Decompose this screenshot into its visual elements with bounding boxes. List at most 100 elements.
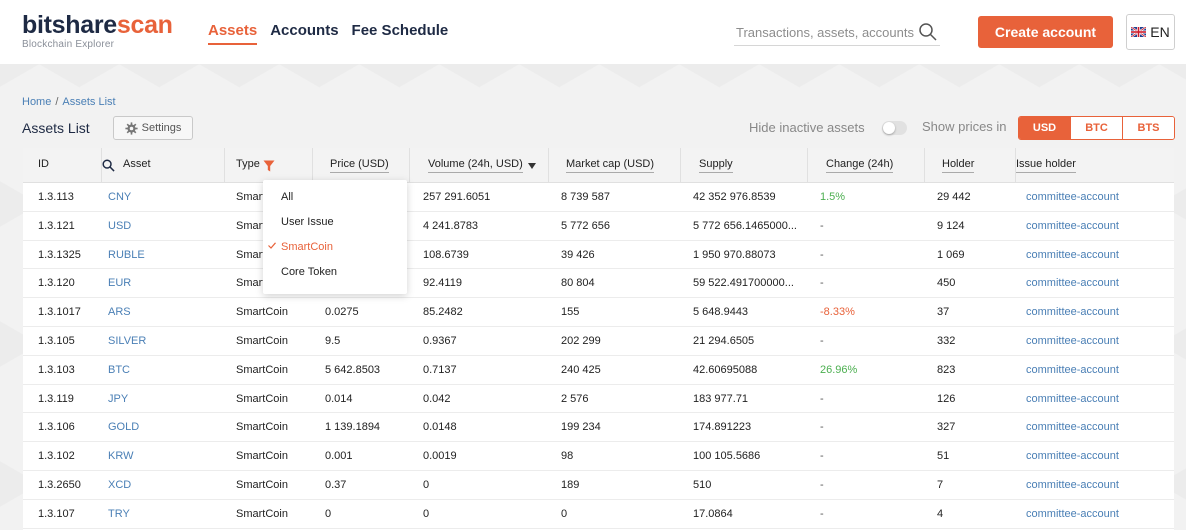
cell-issue-holder[interactable]: committee-account bbox=[1026, 392, 1119, 405]
cell-issue-holder[interactable]: committee-account bbox=[1026, 248, 1119, 261]
cell-asset[interactable]: KRW bbox=[108, 450, 134, 463]
cell-supply: 21 294.6505 bbox=[693, 334, 755, 347]
caret-down-icon[interactable] bbox=[527, 162, 536, 169]
assets-table: ID Asset Type Price (USD) Volume (24h, U… bbox=[23, 148, 1174, 530]
nav-assets[interactable]: Assets bbox=[208, 22, 258, 45]
currency-bts-button[interactable]: BTS bbox=[1122, 117, 1174, 139]
table-row[interactable]: 1.3.105 SILVER SmartCoin 9.5 0.9367 202 299 21… bbox=[23, 327, 1174, 356]
cell-change: 1.5% bbox=[820, 191, 846, 203]
filter-option-smartcoin[interactable]: SmartCoin bbox=[263, 234, 407, 259]
filter-option-all[interactable]: All bbox=[263, 184, 407, 209]
cell-issue-holder[interactable]: committee-account bbox=[1026, 478, 1119, 491]
cell-asset[interactable]: JPY bbox=[108, 392, 129, 405]
cell-issue-holder[interactable]: committee-account bbox=[1026, 507, 1119, 520]
table-header-row: ID Asset Type Price (USD) Volume (24h, U… bbox=[23, 148, 1174, 183]
cell-volume: 0.042 bbox=[423, 392, 451, 405]
cell-issue-holder[interactable]: committee-account bbox=[1026, 306, 1119, 319]
filter-icon[interactable] bbox=[263, 160, 275, 172]
cell-issue-holder[interactable]: committee-account bbox=[1026, 421, 1119, 434]
col-volume-label: Volume (24h, USD) bbox=[428, 158, 523, 173]
table-row[interactable]: 1.3.119 JPY SmartCoin 0.014 0.042 2 576 183 97… bbox=[23, 385, 1174, 414]
currency-btc-button[interactable]: BTC bbox=[1070, 117, 1122, 139]
filter-option-user-issue[interactable]: User Issue bbox=[263, 209, 407, 234]
cell-issue-holder[interactable]: committee-account bbox=[1026, 277, 1119, 290]
cell-asset[interactable]: SILVER bbox=[108, 334, 147, 347]
cell-asset[interactable]: EUR bbox=[108, 277, 132, 290]
cell-volume: 0.7137 bbox=[423, 363, 457, 376]
cell-asset[interactable]: GOLD bbox=[108, 421, 140, 434]
cell-asset[interactable]: ARS bbox=[108, 306, 131, 319]
table-row[interactable]: 1.3.1017 ARS SmartCoin 0.0275 85.2482 155 5 64… bbox=[23, 298, 1174, 327]
col-issue-holder-label: Issue holder bbox=[1016, 158, 1076, 173]
cell-supply: 5 648.9443 bbox=[693, 306, 749, 319]
create-account-button[interactable]: Create account bbox=[978, 16, 1113, 48]
cell-type: SmartCoin bbox=[236, 478, 288, 491]
settings-label: Settings bbox=[141, 122, 182, 134]
table-row[interactable]: 1.3.102 KRW SmartCoin 0.001 0.0019 98 100 105.… bbox=[23, 442, 1174, 471]
cell-holder: 823 bbox=[937, 363, 956, 376]
cell-change: - bbox=[820, 219, 824, 232]
filter-option-core-token[interactable]: Core Token bbox=[263, 259, 407, 284]
cell-asset[interactable]: XCD bbox=[108, 478, 132, 491]
table-row[interactable]: 1.3.1325 RUBLE SmartCoin 108.6739 39 426 1 95… bbox=[23, 241, 1174, 270]
table-row[interactable]: 1.3.107 TRY SmartCoin 0 0 0 17.0864 - 4 committee… bbox=[23, 500, 1174, 529]
cell-issue-holder[interactable]: committee-account bbox=[1026, 219, 1119, 232]
col-type[interactable]: Type bbox=[225, 148, 313, 183]
language-selector[interactable]: EN bbox=[1126, 14, 1175, 50]
search-box bbox=[734, 20, 940, 46]
table-row[interactable]: 1.3.120 EUR SmartCoin 92.4119 80 804 59 522.4… bbox=[23, 269, 1174, 299]
col-change[interactable]: Change (24h) bbox=[808, 148, 925, 183]
cell-asset[interactable]: CNY bbox=[108, 191, 132, 203]
cell-issue-holder[interactable]: committee-account bbox=[1026, 363, 1119, 376]
cell-asset[interactable]: TRY bbox=[108, 507, 130, 520]
table-row[interactable]: 1.3.121 USD SmartCoin 4 241.8783 5 772 656 5 … bbox=[23, 212, 1174, 241]
table-row[interactable]: 1.3.103 BTC SmartCoin 5 642.8503 0.7137 240 4… bbox=[23, 356, 1174, 385]
col-asset[interactable]: Asset bbox=[102, 148, 225, 183]
cell-asset[interactable]: USD bbox=[108, 219, 132, 232]
cell-asset[interactable]: RUBLE bbox=[108, 248, 145, 261]
magnifier-icon[interactable] bbox=[102, 159, 115, 172]
cell-supply: 42.60695088 bbox=[693, 363, 758, 376]
cell-id: 1.3.1017 bbox=[38, 306, 81, 319]
cell-change: - bbox=[820, 507, 824, 520]
breadcrumb-current[interactable]: Assets List bbox=[62, 96, 116, 108]
cell-price: 5 642.8503 bbox=[325, 363, 381, 376]
cell-holder: 126 bbox=[937, 392, 956, 405]
col-volume[interactable]: Volume (24h, USD) bbox=[410, 148, 549, 183]
settings-button[interactable]: Settings bbox=[113, 116, 193, 140]
col-issue-holder[interactable]: Issue holder bbox=[1016, 148, 1174, 183]
logo[interactable]: bitsharescan Blockchain Explorer bbox=[22, 12, 173, 50]
cell-price: 0.001 bbox=[325, 450, 353, 463]
table-row[interactable]: 1.3.113 CNY SmartCoin 257 291.6051 8 739 587… bbox=[23, 183, 1174, 212]
cell-market-cap: 2 576 bbox=[561, 392, 589, 405]
filter-option-label: Core Token bbox=[281, 265, 338, 278]
hide-inactive-toggle[interactable] bbox=[882, 121, 907, 135]
cell-change: - bbox=[820, 478, 824, 491]
cell-issue-holder[interactable]: committee-account bbox=[1026, 334, 1119, 347]
main-nav: Assets Accounts Fee Schedule bbox=[208, 22, 448, 45]
table-row[interactable]: 1.3.106 GOLD SmartCoin 1 139.1894 0.0148 199 … bbox=[23, 413, 1174, 443]
cell-market-cap: 202 299 bbox=[561, 334, 601, 347]
cell-supply: 510 bbox=[693, 478, 712, 491]
col-price[interactable]: Price (USD) bbox=[313, 148, 410, 183]
logo-subtitle: Blockchain Explorer bbox=[22, 39, 115, 50]
nav-accounts[interactable]: Accounts bbox=[270, 22, 339, 39]
cell-volume: 0 bbox=[423, 478, 430, 491]
search-input[interactable] bbox=[734, 20, 914, 44]
cell-issue-holder[interactable]: committee-account bbox=[1026, 450, 1119, 463]
nav-fee-schedule[interactable]: Fee Schedule bbox=[351, 22, 449, 39]
cell-volume: 0.9367 bbox=[423, 334, 457, 347]
search-icon[interactable] bbox=[918, 22, 938, 42]
cell-asset[interactable]: BTC bbox=[108, 363, 130, 376]
col-supply[interactable]: Supply bbox=[681, 148, 808, 183]
breadcrumb-home[interactable]: Home bbox=[22, 96, 52, 108]
currency-usd-button[interactable]: USD bbox=[1019, 117, 1070, 139]
col-holder[interactable]: Holder bbox=[925, 148, 1016, 183]
type-filter-dropdown: All User Issue SmartCoin Core Token bbox=[263, 180, 407, 294]
col-market-cap[interactable]: Market cap (USD) bbox=[549, 148, 681, 183]
cell-id: 1.3.106 bbox=[38, 421, 75, 434]
cell-issue-holder[interactable]: committee-account bbox=[1026, 191, 1119, 203]
col-supply-label: Supply bbox=[699, 158, 733, 173]
cell-holder: 7 bbox=[937, 478, 944, 491]
table-row[interactable]: 1.3.2650 XCD SmartCoin 0.37 0 189 510 - 7 committ… bbox=[23, 471, 1174, 500]
